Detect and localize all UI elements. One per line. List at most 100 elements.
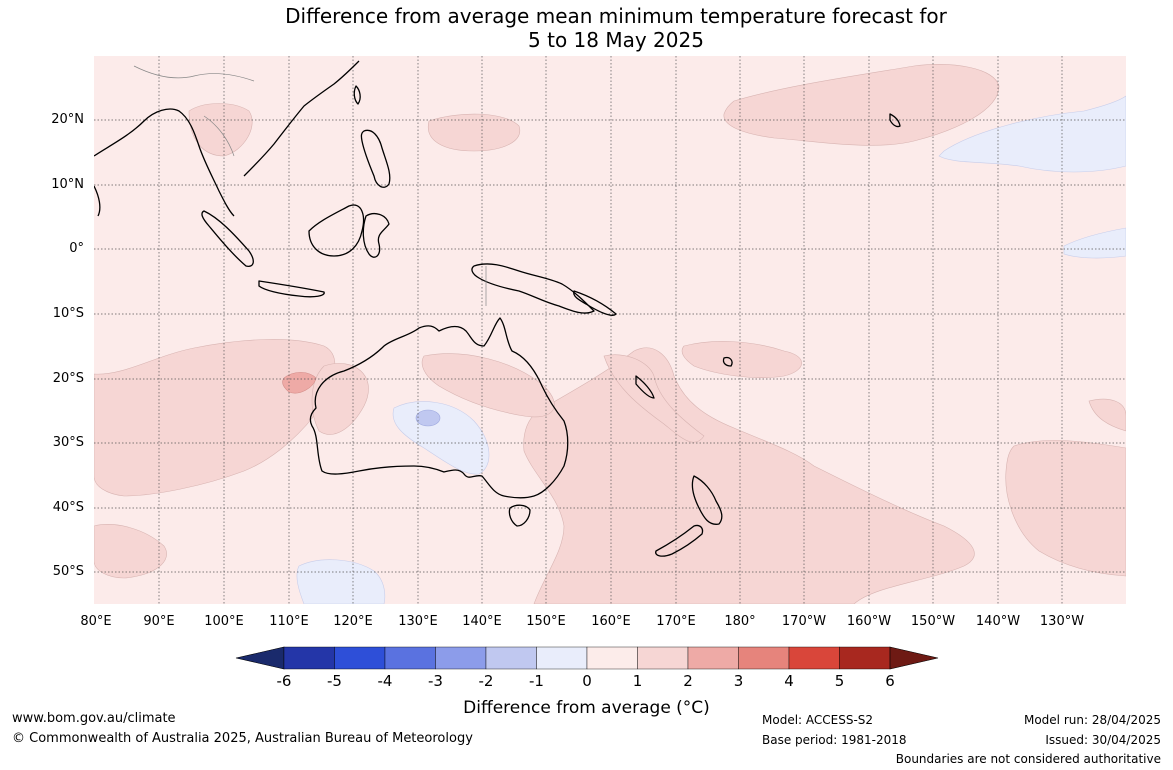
lon-label-140w: 140°W bbox=[975, 614, 1021, 629]
coast-borneo bbox=[308, 204, 365, 257]
colorbar-segment bbox=[637, 646, 689, 670]
colorbar-tick-label: 2 bbox=[683, 672, 693, 690]
coast-sulawesi bbox=[362, 213, 390, 258]
lat-label-10s: 10°S bbox=[52, 306, 84, 321]
warm-region-fiji bbox=[681, 341, 802, 378]
colorbar-segment bbox=[485, 646, 537, 670]
colorbar-segment bbox=[738, 646, 790, 670]
lat-label-10n: 10°N bbox=[51, 177, 84, 192]
colorbar-segment bbox=[586, 646, 638, 670]
warm-region-philippine-sea bbox=[427, 113, 521, 152]
footer-copyright: © Commonwealth of Australia 2025, Austra… bbox=[12, 731, 473, 746]
lon-label-100e: 100°E bbox=[204, 614, 244, 629]
colorbar-tick-label: 6 bbox=[885, 672, 895, 690]
coast-solomons bbox=[573, 290, 617, 316]
anomaly-regions-warm bbox=[94, 64, 1126, 604]
colorbar-tick-label: 4 bbox=[784, 672, 794, 690]
anomaly-regions-cool bbox=[296, 95, 1126, 604]
coast-new-zealand-south bbox=[655, 524, 704, 557]
lon-label-150e: 150°E bbox=[526, 614, 566, 629]
footer-url: www.bom.gov.au/climate bbox=[12, 711, 176, 726]
lon-label-80e: 80°E bbox=[80, 614, 112, 629]
colorbar-tick-label: -4 bbox=[377, 672, 393, 690]
country-borders bbox=[133, 65, 487, 306]
colorbar-tick-label: 5 bbox=[834, 672, 845, 690]
footer-model: Model: ACCESS-S2 bbox=[762, 713, 874, 727]
lon-label-90e: 90°E bbox=[143, 614, 175, 629]
coast-tasmania bbox=[508, 504, 531, 527]
title-line-2: 5 to 18 May 2025 bbox=[528, 28, 704, 52]
lon-label-140e: 140°E bbox=[462, 614, 502, 629]
lon-label-170e: 170°E bbox=[656, 614, 696, 629]
coast-taiwan bbox=[353, 85, 361, 105]
lon-label-110e: 110°E bbox=[269, 614, 309, 629]
lon-label-130e: 130°E bbox=[398, 614, 438, 629]
colorbar bbox=[235, 646, 939, 670]
graticule bbox=[94, 56, 1126, 604]
colorbar-segment bbox=[839, 646, 891, 670]
colorbar-tick-label: 0 bbox=[582, 672, 592, 690]
colorbar-tick-label: -5 bbox=[327, 672, 342, 690]
colorbar-segment bbox=[384, 646, 436, 670]
colorbar-segment bbox=[435, 646, 487, 670]
cold-region-central-australia bbox=[415, 409, 441, 427]
lon-label-150w: 150°W bbox=[910, 614, 956, 629]
colorbar-segment bbox=[536, 646, 588, 670]
forecast-map bbox=[94, 56, 1126, 604]
warm-region-far-east bbox=[1088, 398, 1126, 432]
lon-label-180: 180° bbox=[724, 614, 756, 629]
warm-region-nz-east bbox=[1005, 440, 1126, 577]
anomaly-regions-hot bbox=[282, 372, 317, 394]
warm-region-australia-west bbox=[311, 363, 369, 435]
colorbar-tick-label: -6 bbox=[276, 672, 292, 690]
map-title: Difference from average mean minimum tem… bbox=[0, 4, 1173, 52]
coast-new-zealand-north bbox=[691, 475, 723, 525]
map-canvas bbox=[94, 56, 1126, 604]
lon-label-160e: 160°E bbox=[591, 614, 631, 629]
warm-region-australia-east bbox=[421, 353, 555, 418]
lon-label-170w: 170°W bbox=[781, 614, 827, 629]
footer-model-run: Model run: 28/04/2025 bbox=[1023, 713, 1161, 727]
coast-hawaii bbox=[889, 113, 901, 128]
colorbar-tick-label: -1 bbox=[529, 672, 544, 690]
coast-new-guinea bbox=[471, 263, 595, 314]
footer-disclaimer: Boundaries are not considered authoritat… bbox=[895, 752, 1161, 766]
coast-sumatra bbox=[201, 210, 254, 267]
coast-java bbox=[258, 280, 325, 298]
coastlines bbox=[94, 60, 901, 557]
colorbar-title: Difference from average (°C) bbox=[463, 698, 710, 718]
lat-label-20n: 20°N bbox=[51, 112, 84, 127]
lat-label-30s: 30°S bbox=[52, 435, 84, 450]
footer-base-period: Base period: 1981-2018 bbox=[762, 733, 907, 747]
colorbar-segment bbox=[334, 646, 386, 670]
lon-label-120e: 120°E bbox=[333, 614, 373, 629]
colorbar-tick-label: -3 bbox=[428, 672, 443, 690]
colorbar-tick-label: 3 bbox=[733, 672, 744, 690]
colorbar-segment bbox=[687, 646, 739, 670]
colorbar-arrow-low bbox=[235, 646, 285, 670]
lat-label-40s: 40°S bbox=[52, 500, 84, 515]
border-mainland-asia bbox=[133, 65, 487, 306]
lat-label-0: 0° bbox=[69, 241, 84, 256]
colorbar-tick-label: 1 bbox=[632, 672, 643, 690]
title-line-1: Difference from average mean minimum tem… bbox=[285, 4, 947, 28]
colorbar-segment bbox=[788, 646, 840, 670]
hot-region-nw-australia bbox=[282, 372, 317, 394]
anomaly-regions-cold bbox=[415, 409, 441, 427]
colorbar-arrow-high bbox=[889, 646, 939, 670]
warm-region-south-pacific bbox=[523, 347, 975, 604]
coast-philippines bbox=[360, 129, 391, 188]
lon-label-130w: 130°W bbox=[1039, 614, 1085, 629]
footer-issued: Issued: 30/04/2025 bbox=[1045, 733, 1161, 747]
cool-region-north-pacific bbox=[938, 95, 1126, 173]
lat-label-20s: 20°S bbox=[52, 371, 84, 386]
lat-label-50s: 50°S bbox=[52, 564, 84, 579]
colorbar-segment bbox=[283, 646, 335, 670]
coast-india-tip bbox=[94, 185, 101, 217]
colorbar-tick-label: -2 bbox=[478, 672, 494, 690]
coast-australia bbox=[309, 317, 569, 499]
cool-region-equatorial-pacific bbox=[1063, 227, 1126, 259]
coast-new-caledonia bbox=[635, 375, 655, 399]
coast-fiji bbox=[722, 356, 733, 367]
lon-label-160w: 160°W bbox=[846, 614, 892, 629]
